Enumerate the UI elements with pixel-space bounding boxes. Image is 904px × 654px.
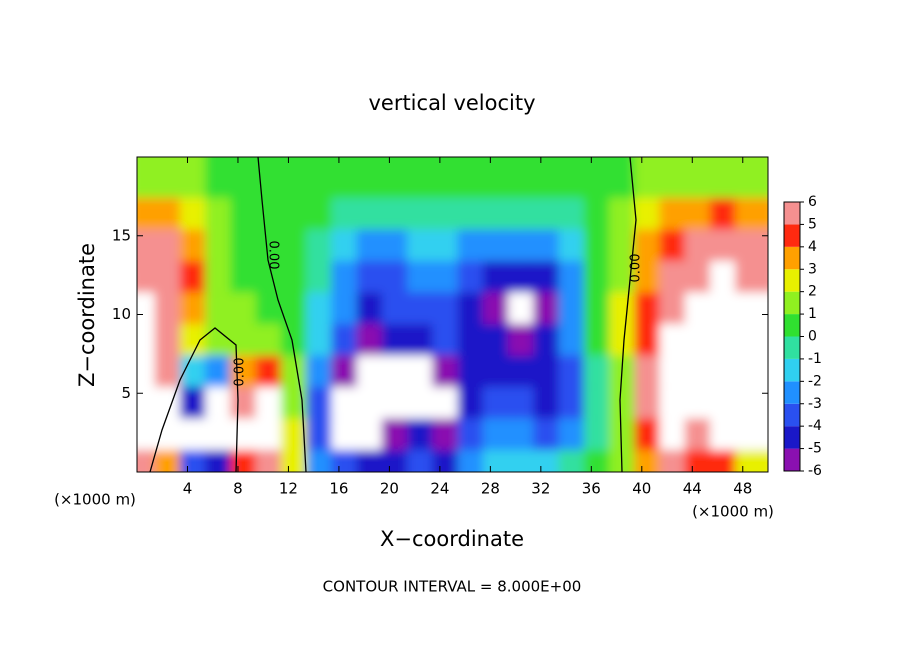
colorbar-tick-label: 5 [808,216,817,232]
contour-line [619,157,637,472]
contour-line [257,157,307,472]
colorbar-bin [784,291,800,315]
x-tick-label: 12 [279,480,298,498]
colorbar-bin [784,314,800,337]
contour-label: 0.00 [266,241,281,270]
y-tick-label: 5 [121,384,131,402]
colorbar-bin [784,246,800,270]
y-tick-label: 15 [112,226,131,244]
colorbar-bin [784,381,800,404]
x-tick-label: 36 [582,480,601,498]
cells [137,157,768,472]
x-tick-label: 28 [481,480,500,498]
colorbar-bin [784,336,800,359]
colorbar-bin [784,202,800,225]
colorbar-tick-label: 0 [808,329,817,345]
x-tick-label: 8 [233,480,243,498]
x-tick-label: 4 [183,480,193,498]
colorbar-bin [784,403,800,427]
colorbar-tick-label: 4 [808,239,817,255]
colorbar-bin [784,426,800,449]
footer: CONTOUR INTERVAL = 8.000E+00 [323,578,582,596]
colorbar-tick-label: -3 [808,396,822,412]
chart-title: vertical velocity [368,91,535,115]
y-tick-label: 10 [112,305,131,323]
colorbar-tick-label: -5 [808,441,822,457]
x-tick-label: 16 [329,480,348,498]
x-tick-label: 44 [683,480,702,498]
colorbar-tick-label: 3 [808,261,817,277]
colorbar-tick-label: -1 [808,351,822,367]
colorbar-tick-label: 2 [808,284,817,300]
colorbar: -6 -5 -4 -3 -2 -1 0 1 2 3 4 5 6 [783,194,822,479]
x-tick-label: 24 [430,480,449,498]
x-tick-label: 40 [632,480,651,498]
colorbar-bin [784,269,800,292]
colorbar-tick-label: 1 [808,306,817,322]
x-unit: (×1000 m) [692,503,774,521]
zero-contours [149,157,637,472]
y-unit: (×1000 m) [54,491,136,509]
colorbar-tick-label: -2 [808,373,822,389]
x-tick-label: 32 [531,480,550,498]
contour-line [149,327,239,472]
colorbar-tick-label: -4 [808,418,822,434]
colorbar-bin [784,448,800,471]
field-cell [735,157,768,198]
y-axis-label: Z−coordinate [75,243,99,387]
x-tick-label: 48 [733,480,752,498]
x-tick-label: 20 [380,480,399,498]
contour-label: 0.00 [233,358,248,387]
colorbar-bin [784,358,800,382]
field [137,157,768,472]
colorbar-tick-label: -6 [808,463,822,479]
contour-label: 0.00 [629,254,644,283]
colorbar-tick-label: 6 [808,194,817,210]
colorbar-bin [784,224,800,247]
x-axis-label: X−coordinate [380,527,524,551]
